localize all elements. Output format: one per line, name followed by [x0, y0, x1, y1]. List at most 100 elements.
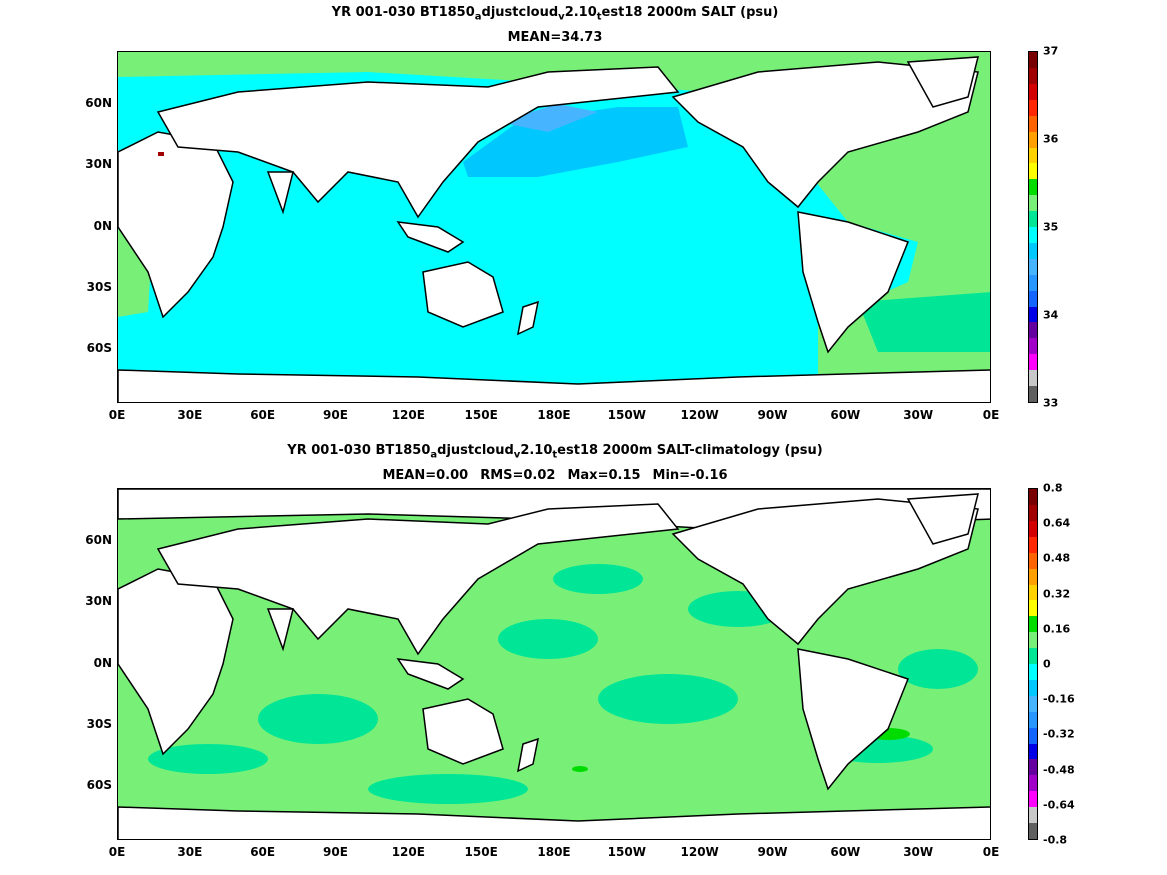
colorbar-label: -0.16: [1043, 692, 1075, 706]
x-tick-label: 120W: [680, 845, 719, 859]
colorbar-swatch: [1029, 67, 1037, 84]
colorbar-swatch: [1029, 115, 1037, 132]
mediterranean-patch: [158, 152, 164, 156]
colorbar-swatch: [1029, 552, 1037, 569]
bottom-colorbar: [1028, 488, 1038, 840]
colorbar-label: -0.32: [1043, 727, 1075, 741]
x-tick-label: 120E: [391, 845, 425, 859]
colorbar-swatch: [1029, 338, 1037, 355]
y-tick-label: 30S: [86, 280, 112, 294]
x-tick-label: 90W: [757, 408, 788, 422]
stat-min: Min=-0.16: [652, 468, 728, 483]
x-tick-label: 60E: [250, 408, 276, 422]
colorbar-swatch: [1029, 195, 1037, 212]
colorbar-label: 37: [1043, 44, 1059, 58]
stat-max: Max=0.15: [567, 468, 641, 483]
colorbar-swatch: [1029, 211, 1037, 228]
x-tick-label: 30W: [903, 408, 934, 422]
x-tick-label: 120W: [680, 408, 719, 422]
x-tick-label: 60W: [830, 408, 861, 422]
atlantic-deep-region: [858, 292, 990, 352]
colorbar-swatch: [1029, 274, 1037, 291]
colorbar-swatch: [1029, 584, 1037, 601]
colorbar-label: 0.32: [1043, 587, 1071, 601]
colorbar-swatch: [1029, 664, 1037, 680]
x-tick-label: 0E: [108, 845, 126, 859]
colorbar-swatch: [1029, 775, 1037, 792]
y-tick-label: 30S: [86, 717, 112, 731]
x-tick-label: 90E: [323, 845, 348, 859]
colorbar-label: -0.48: [1043, 763, 1075, 777]
colorbar-swatch: [1029, 163, 1037, 180]
x-tick-label: 30E: [177, 408, 203, 422]
colorbar-swatch: [1029, 616, 1037, 633]
colorbar-swatch: [1029, 489, 1037, 505]
colorbar-swatch: [1029, 791, 1037, 808]
x-tick-label: 0E: [108, 408, 126, 422]
colorbar-swatch: [1029, 632, 1037, 649]
colorbar-swatch: [1029, 807, 1037, 824]
y-tick-label: 30N: [85, 157, 112, 171]
stat-rms: RMS=0.02: [480, 468, 556, 483]
colorbar-swatch: [1029, 600, 1037, 617]
colorbar-swatch: [1029, 306, 1037, 323]
colorbar-swatch: [1029, 386, 1037, 402]
colorbar-swatch: [1029, 695, 1037, 712]
x-tick-label: 150E: [464, 408, 498, 422]
colorbar-swatch: [1029, 99, 1037, 116]
top-subtitle: MEAN=34.73: [507, 30, 603, 45]
y-tick-label: 60S: [86, 778, 112, 792]
colorbar-label: 0.8: [1043, 481, 1063, 495]
colorbar-label: 33: [1043, 396, 1059, 410]
colorbar-label: 0.48: [1043, 551, 1071, 565]
colorbar-swatch: [1029, 354, 1037, 371]
top-map: [117, 51, 991, 403]
y-tick-label: 60N: [85, 96, 112, 110]
y-tick-label: 60N: [85, 533, 112, 547]
colorbar-swatch: [1029, 743, 1037, 760]
x-tick-label: 30W: [903, 845, 934, 859]
x-tick-label: 150E: [464, 845, 498, 859]
y-tick-label: 30N: [85, 594, 112, 608]
colorbar-swatch: [1029, 759, 1037, 776]
colorbar-swatch: [1029, 131, 1037, 148]
colorbar-swatch: [1029, 727, 1037, 744]
colorbar-swatch: [1029, 147, 1037, 164]
colorbar-label: 34: [1043, 308, 1059, 322]
y-tick-label: 0N: [93, 656, 112, 670]
colorbar-swatch: [1029, 83, 1037, 100]
colorbar-swatch: [1029, 520, 1037, 537]
colorbar-swatch: [1029, 258, 1037, 275]
x-tick-label: 120E: [391, 408, 425, 422]
colorbar-swatch: [1029, 679, 1037, 696]
x-tick-label: 30E: [177, 845, 203, 859]
x-tick-label: 150W: [607, 845, 646, 859]
top-title: YR 001-030 BT1850adjustcloudv2.10test18 …: [331, 5, 779, 23]
stat-mean: MEAN=0.00: [382, 468, 469, 483]
colorbar-label: 0: [1043, 657, 1051, 671]
colorbar-label: -0.8: [1043, 833, 1068, 847]
x-tick-label: 90E: [323, 408, 348, 422]
colorbar-label: 36: [1043, 132, 1059, 146]
colorbar-label: 35: [1043, 220, 1059, 234]
x-tick-label: 60W: [830, 845, 861, 859]
bottom-stats: MEAN=0.00 RMS=0.02 Max=0.15 Min=-0.16: [0, 468, 1110, 484]
x-tick-label: 180E: [537, 408, 571, 422]
colorbar-label: 0.16: [1043, 622, 1071, 636]
colorbar-swatch: [1029, 179, 1037, 196]
x-tick-label: 180E: [537, 845, 571, 859]
bottom-title: YR 001-030 BT1850adjustcloudv2.10test18 …: [287, 443, 823, 461]
land-masses: [118, 489, 990, 839]
colorbar-label: 0.64: [1043, 516, 1071, 530]
colorbar-swatch: [1029, 504, 1037, 521]
colorbar-swatch: [1029, 536, 1037, 553]
bottom-map: [117, 488, 991, 840]
y-tick-label: 60S: [86, 341, 112, 355]
top-map-svg: [118, 52, 990, 402]
x-tick-label: 90W: [757, 845, 788, 859]
x-tick-label: 60E: [250, 845, 276, 859]
land-masses: [118, 56, 990, 402]
x-tick-label: 150W: [607, 408, 646, 422]
colorbar-swatch: [1029, 568, 1037, 585]
x-tick-label: 0E: [982, 408, 1000, 422]
